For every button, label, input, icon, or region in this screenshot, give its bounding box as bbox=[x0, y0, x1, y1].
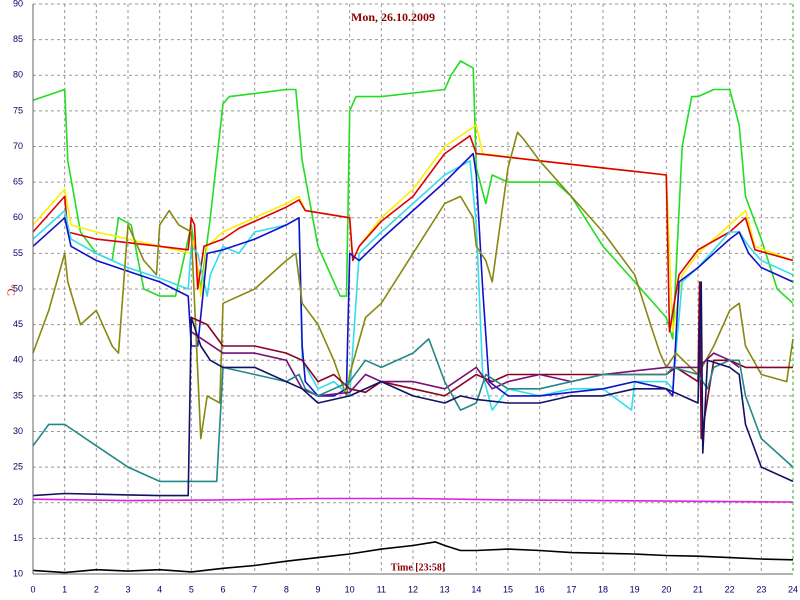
series-line bbox=[32, 135, 794, 333]
x-tick-label: 5 bbox=[189, 584, 194, 594]
x-tick-label: 11 bbox=[377, 584, 386, 594]
y-tick-label: 25 bbox=[13, 462, 23, 472]
y-tick-label: 90 bbox=[13, 0, 23, 8]
x-tick-label: 7 bbox=[252, 584, 257, 594]
x-tick-label: 0 bbox=[30, 584, 35, 594]
x-tick-label: 14 bbox=[471, 584, 481, 594]
y-tick-label: 80 bbox=[13, 70, 23, 80]
x-tick-label: 3 bbox=[125, 584, 130, 594]
y-tick-label: 60 bbox=[13, 212, 23, 222]
y-tick-label: 10 bbox=[13, 568, 23, 578]
series-line bbox=[32, 497, 794, 503]
x-tick-label: 9 bbox=[315, 584, 320, 594]
x-tick-label: 21 bbox=[693, 584, 703, 594]
x-tick-label: 12 bbox=[408, 584, 418, 594]
x-tick-label: 8 bbox=[284, 584, 289, 594]
x-tick-label: 4 bbox=[157, 584, 162, 594]
x-tick-label: 23 bbox=[756, 584, 766, 594]
y-tick-label: 50 bbox=[13, 283, 23, 293]
y-tick-label: 30 bbox=[13, 426, 23, 436]
y-tick-label: 15 bbox=[13, 533, 23, 543]
chart-title: Mon, 26.10.2009 bbox=[351, 10, 435, 24]
x-tick-label: 24 bbox=[788, 584, 798, 594]
x-tick-label: 16 bbox=[535, 584, 545, 594]
x-tick-label: 2 bbox=[94, 584, 99, 594]
x-tick-label: 22 bbox=[725, 584, 735, 594]
series-line bbox=[190, 331, 740, 397]
x-tick-label: 15 bbox=[503, 584, 513, 594]
y-tick-label: 45 bbox=[13, 319, 23, 329]
series-line bbox=[32, 338, 794, 483]
x-tick-label: 10 bbox=[345, 584, 355, 594]
series-line bbox=[32, 541, 794, 574]
x-tick-label: 18 bbox=[598, 584, 608, 594]
y-tick-label: 85 bbox=[13, 34, 23, 44]
series-line bbox=[32, 60, 794, 340]
x-tick-label: 13 bbox=[440, 584, 450, 594]
grid bbox=[32, 3, 794, 575]
y-tick-label: 75 bbox=[13, 105, 23, 115]
x-tick-label: 17 bbox=[566, 584, 576, 594]
y-tick-label: 40 bbox=[13, 355, 23, 365]
y-tick-label: 70 bbox=[13, 141, 23, 151]
y-tick-label: 65 bbox=[13, 177, 23, 187]
series-line bbox=[32, 281, 794, 497]
lines bbox=[32, 60, 794, 574]
x-tick-label: 20 bbox=[661, 584, 671, 594]
y-tick-label: 35 bbox=[13, 390, 23, 400]
y-tick-label: 20 bbox=[13, 497, 23, 507]
x-axis-label: Time [23:58] bbox=[391, 562, 446, 573]
x-tick-label: 6 bbox=[220, 584, 225, 594]
x-tick-label: 19 bbox=[630, 584, 640, 594]
x-tick-label: 1 bbox=[62, 584, 67, 594]
y-axis-label: °C bbox=[4, 284, 16, 296]
y-tick-label: 55 bbox=[13, 248, 23, 258]
